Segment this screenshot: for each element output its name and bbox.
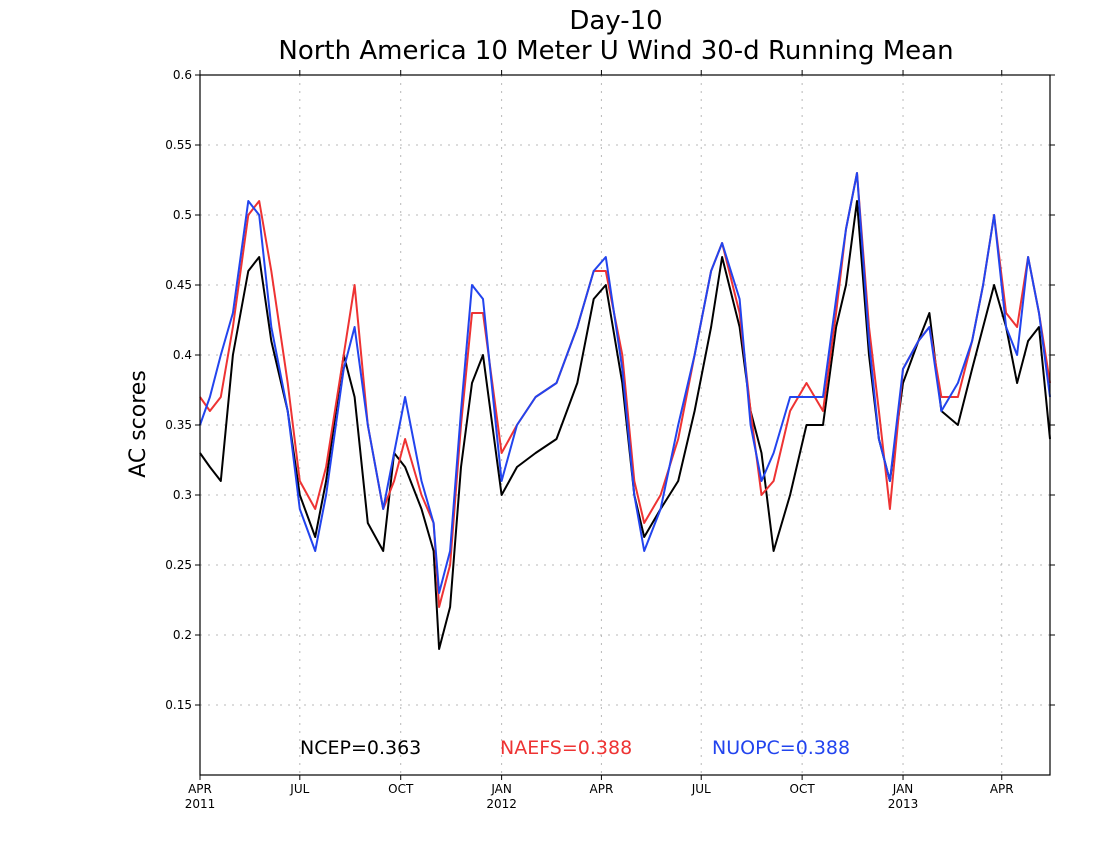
x-tick-label: JAN	[490, 782, 512, 796]
x-tick-label: APR	[590, 782, 614, 796]
x-tick-label: OCT	[388, 782, 414, 796]
y-tick-label: 0.15	[165, 698, 192, 712]
x-tick-label: APR	[990, 782, 1014, 796]
y-tick-label: 0.6	[173, 68, 192, 82]
x-tick-label: JUL	[691, 782, 711, 796]
x-tick-label: JAN	[892, 782, 914, 796]
series-lines	[199, 172, 1051, 650]
legend: NCEP=0.363 NAEFS=0.388 NUOPC=0.388	[300, 737, 850, 759]
chart-subtitle: North America 10 Meter U Wind 30-d Runni…	[278, 36, 953, 66]
y-tick-label: 0.2	[173, 628, 192, 642]
legend-ncep: NCEP=0.363	[300, 737, 421, 759]
x-tick-year: 2012	[486, 797, 517, 811]
y-axis-label: AC scores	[126, 370, 151, 478]
x-tick-year: 2013	[888, 797, 919, 811]
legend-naefs: NAEFS=0.388	[500, 737, 632, 759]
x-tick-label: APR	[188, 782, 212, 796]
y-tick-label: 0.25	[165, 558, 192, 572]
x-tick-year: 2011	[185, 797, 216, 811]
axis-ticks: 0.150.20.250.30.350.40.450.50.550.6APR20…	[165, 68, 1055, 811]
legend-nuopc: NUOPC=0.388	[712, 737, 850, 759]
x-tick-label: JUL	[289, 782, 309, 796]
y-tick-label: 0.55	[165, 138, 192, 152]
y-tick-label: 0.45	[165, 278, 192, 292]
y-tick-label: 0.35	[165, 418, 192, 432]
grid-lines	[200, 75, 1050, 775]
chart-title: Day-10	[569, 6, 662, 36]
y-tick-label: 0.3	[173, 488, 192, 502]
series-line-nuopc	[199, 172, 1051, 594]
x-tick-label: OCT	[790, 782, 816, 796]
y-tick-label: 0.4	[173, 348, 192, 362]
y-tick-label: 0.5	[173, 208, 192, 222]
